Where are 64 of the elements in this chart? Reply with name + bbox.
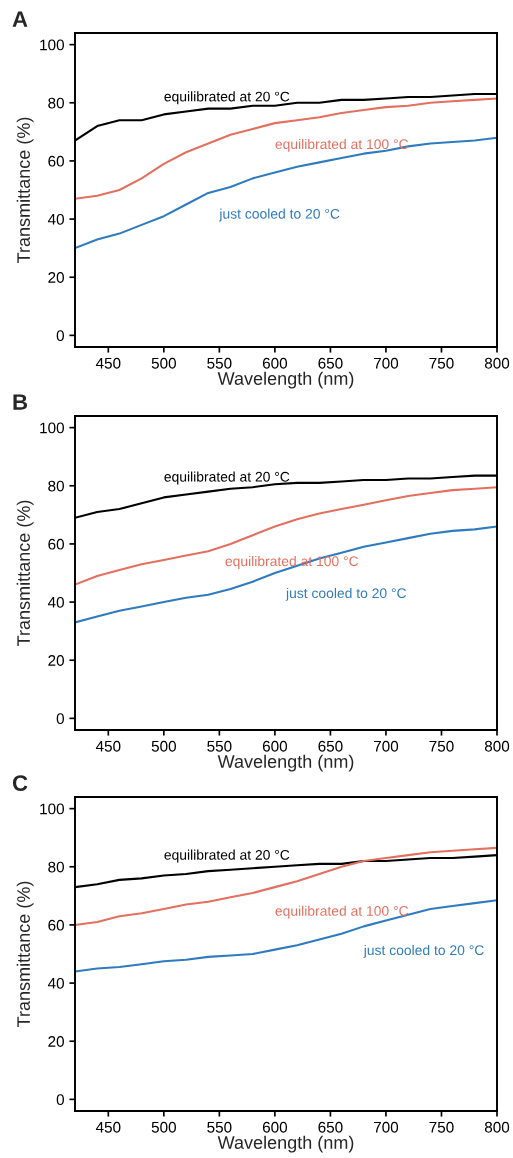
x-tick-label: 700	[373, 1121, 399, 1133]
y-tick-label: 40	[47, 977, 64, 989]
y-tick-label: 40	[47, 596, 64, 608]
x-axis-title: Wavelength (nm)	[217, 371, 354, 389]
x-tick-label: 750	[429, 1121, 454, 1133]
series-label: just cooled to 20 °C	[285, 587, 407, 601]
x-tick-label: 500	[151, 740, 176, 752]
x-axis-title: Wavelength (nm)	[217, 754, 354, 772]
y-tick-label: 0	[56, 713, 64, 725]
x-axis-title: Wavelength (nm)	[217, 1135, 354, 1153]
y-tick-label: 100	[40, 39, 64, 51]
x-tick-label: 500	[151, 1121, 176, 1133]
series-label: just cooled to 20 °C	[219, 208, 340, 222]
line-series	[75, 525, 497, 624]
x-tick-label: 550	[207, 740, 232, 752]
x-tick-label: 700	[373, 740, 399, 752]
x-tick-label: 450	[95, 740, 121, 752]
y-tick-label: 80	[48, 97, 64, 109]
x-tick-label: 750	[429, 740, 454, 752]
y-axis-title: Transmittance (%)	[16, 117, 34, 263]
y-tick-label: 60	[48, 538, 64, 550]
x-tick-label: 800	[484, 740, 510, 752]
chart-title: C	[12, 775, 28, 791]
series-label: equilibrated at 20 °C	[164, 471, 290, 485]
series-label: equilibrated at 100 °C	[275, 905, 409, 919]
x-tick-label: 600	[262, 740, 288, 752]
series-label: equilibrated at 100 °C	[275, 138, 409, 152]
x-tick-label: 650	[318, 1121, 343, 1133]
y-tick-label: 0	[56, 1094, 64, 1106]
y-tick-label: 40	[47, 213, 64, 225]
series-label: equilibrated at 20 °C	[164, 91, 290, 105]
y-tick-label: 20	[48, 655, 64, 666]
y-tick-label: 80	[48, 480, 64, 492]
line-series	[75, 136, 497, 250]
x-tick-label: 600	[262, 1121, 288, 1133]
series-label: equilibrated at 20 °C	[164, 849, 290, 863]
y-tick-label: 20	[48, 272, 64, 283]
x-tick-label: 800	[484, 1121, 510, 1133]
x-tick-label: 750	[429, 357, 454, 369]
x-tick-label: 650	[318, 740, 343, 752]
series-label: just cooled to 20 °C	[363, 944, 484, 958]
line-series	[75, 899, 497, 973]
chart-title: A	[12, 11, 28, 27]
y-tick-label: 60	[48, 919, 64, 931]
y-tick-label: 100	[40, 803, 64, 815]
y-axis-title: Transmittance (%)	[16, 500, 34, 646]
y-tick-label: 80	[48, 861, 64, 873]
y-tick-label: 60	[48, 155, 64, 167]
x-tick-label: 800	[484, 357, 510, 369]
x-tick-label: 650	[318, 357, 343, 369]
line-series	[75, 846, 497, 926]
y-tick-label: 0	[56, 330, 64, 342]
y-tick-label: 100	[40, 422, 64, 434]
x-tick-label: 450	[95, 357, 121, 369]
x-tick-label: 700	[373, 357, 399, 369]
x-tick-label: 550	[207, 357, 232, 369]
y-tick-label: 20	[48, 1036, 64, 1047]
x-tick-label: 600	[262, 357, 288, 369]
line-series	[75, 486, 497, 586]
x-tick-label: 450	[95, 1121, 121, 1133]
x-tick-label: 550	[207, 1121, 232, 1133]
x-tick-label: 500	[151, 357, 176, 369]
chart-title: B	[13, 394, 28, 410]
y-axis-title: Transmittance (%)	[16, 881, 34, 1027]
